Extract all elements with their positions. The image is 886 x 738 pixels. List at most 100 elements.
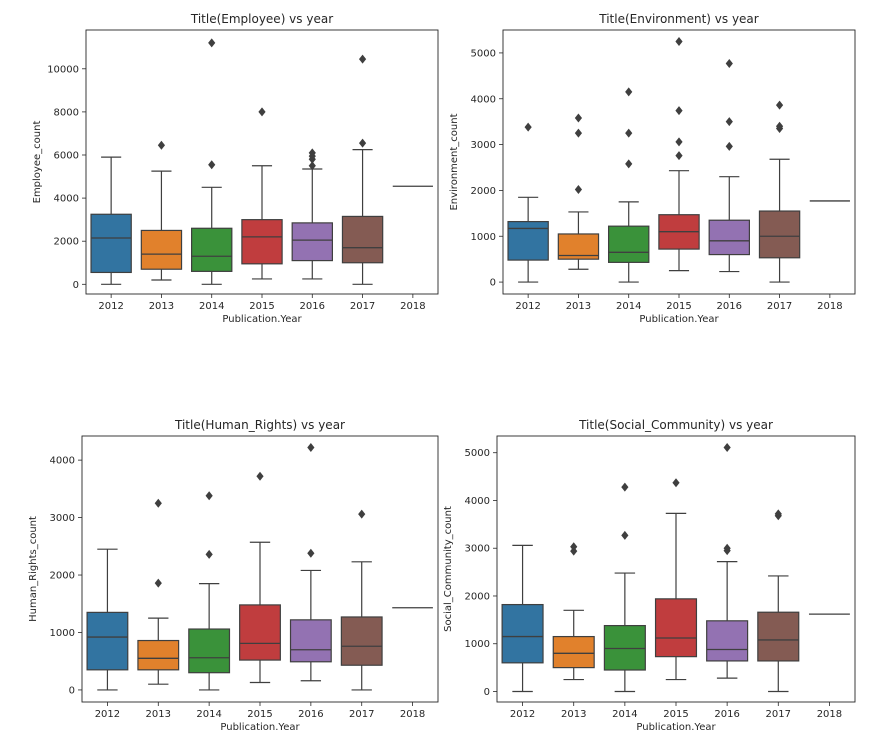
outlier-point [775, 100, 784, 110]
iqr-box [140, 229, 183, 270]
chart-panel-4: Title(Social_Community) vs year 0 1000 2000… [443, 418, 856, 733]
chart-2-xtick-label: 2015 [666, 301, 691, 312]
iqr-box [758, 210, 801, 259]
iqr-box [603, 624, 646, 671]
chart-3-box-2013 [137, 498, 180, 685]
iqr-box [239, 604, 281, 661]
outlier-point [308, 161, 316, 171]
iqr-box [706, 620, 749, 662]
chart-3-xtick-label: 2017 [349, 709, 374, 720]
chart-3-ytick-label: 0 [69, 685, 75, 696]
outlier-point [621, 482, 629, 492]
iqr-box [607, 225, 650, 263]
chart-4-box-2012 [501, 544, 544, 693]
outlier-point [675, 137, 683, 147]
outlier-point [307, 442, 315, 452]
chart-2-ytick-label: 5000 [471, 48, 496, 59]
chart-4-ytick-label: 2000 [465, 591, 490, 602]
chart-1-ytick-label: 8000 [54, 107, 79, 118]
iqr-box [137, 639, 180, 671]
chart-2-xtick-label: 2018 [817, 301, 842, 312]
chart-4-xtick-label: 2018 [817, 709, 842, 720]
outlier-point [725, 141, 733, 151]
chart-2-box-2016 [708, 58, 751, 273]
chart-4-box-2013 [552, 542, 595, 681]
chart-4-ytick-label: 3000 [465, 544, 490, 555]
chart-4-ytick-label: 5000 [465, 448, 490, 459]
outlier-point [723, 442, 731, 452]
outlier-point [672, 478, 680, 488]
chart-1-ytick-label: 2000 [54, 237, 79, 248]
chart-2-axes-frame [502, 29, 856, 295]
outlier-point [208, 38, 216, 48]
chart-1-box-2013 [140, 140, 183, 281]
chart-4-xtick-label: 2016 [714, 709, 739, 720]
outlier-point [574, 185, 583, 194]
outlier-point [570, 542, 578, 552]
chart-2-ytick-label: 4000 [471, 94, 496, 105]
iqr-box [191, 227, 233, 272]
chart-1-ytick-label: 10000 [47, 64, 79, 75]
chart-4-ytick-label: 0 [484, 687, 490, 698]
chart-1-xtick-label: 2017 [350, 301, 375, 312]
outlier-point [775, 121, 784, 131]
chart-2-ytick-label: 2000 [471, 186, 496, 197]
iqr-box [507, 220, 549, 261]
chart-3-box-2017 [340, 509, 383, 691]
outlier-point [205, 491, 213, 501]
chart-2-ytick-label: 1000 [471, 232, 496, 243]
chart-4-box-2017 [757, 509, 800, 693]
outlier-point [574, 113, 583, 123]
chart-3-ylabel: Human_Rights_count [28, 516, 39, 622]
chart-4-box-2016 [706, 442, 749, 679]
chart-2-ytick-label: 3000 [471, 140, 496, 151]
outlier-point [675, 106, 683, 116]
chart-4-ytick-label: 1000 [465, 639, 490, 650]
chart-2-ytick-label: 0 [490, 278, 496, 289]
chart-4-axes-frame [496, 435, 856, 703]
chart-panel-1: Title(Employee) vs year 0 2000 4000 6000 8000… [32, 12, 439, 325]
outlier-point [208, 160, 216, 170]
chart-2-ylabel: Environment_count [449, 113, 460, 210]
chart-1-xtick-label: 2012 [98, 301, 123, 312]
chart-2-xtick-label: 2013 [566, 301, 591, 312]
chart-1-xtick-label: 2015 [249, 301, 274, 312]
chart-3-axes-frame [81, 435, 439, 703]
chart-4-ytick-label: 4000 [465, 496, 490, 507]
outlier-point [205, 549, 213, 559]
chart-3-box-2012 [86, 548, 129, 691]
outlier-point [625, 128, 633, 138]
iqr-box [341, 215, 384, 264]
chart-1-title: Title(Employee) vs year [190, 12, 333, 26]
outlier-point [725, 58, 733, 68]
chart-1-xtick-label: 2016 [300, 301, 325, 312]
outlier-point [154, 578, 162, 588]
iqr-box [501, 603, 544, 664]
chart-1-box-2012 [90, 156, 132, 285]
chart-1-box-2017 [341, 54, 384, 285]
chart-1-xlabel: Publication.Year [222, 314, 302, 325]
chart-3-box-2016 [289, 442, 332, 682]
chart-4-xtick-label: 2014 [612, 709, 637, 720]
chart-1-xtick-label: 2013 [149, 301, 174, 312]
outlier-point [675, 36, 683, 46]
chart-1-xtick-label: 2014 [199, 301, 224, 312]
chart-3-box-2014 [188, 491, 231, 691]
outlier-point [574, 128, 583, 138]
chart-2-box-2014 [607, 87, 650, 283]
chart-4-title: Title(Social_Community) vs year [578, 418, 773, 432]
chart-1-ytick-label: 6000 [54, 150, 79, 161]
chart-1-xtick-label: 2018 [400, 301, 425, 312]
chart-2-xtick-label: 2014 [616, 301, 641, 312]
outlier-point [358, 54, 367, 64]
chart-2-title: Title(Environment) vs year [598, 12, 759, 26]
chart-4-xtick-label: 2015 [663, 709, 688, 720]
chart-2-xlabel: Publication.Year [639, 314, 719, 325]
iqr-box [289, 619, 332, 663]
iqr-box [708, 219, 751, 256]
outlier-point [358, 509, 366, 519]
chart-3-xlabel: Publication.Year [220, 722, 300, 733]
chart-3-xtick-label: 2015 [247, 709, 272, 720]
chart-2-xtick-label: 2017 [767, 301, 792, 312]
